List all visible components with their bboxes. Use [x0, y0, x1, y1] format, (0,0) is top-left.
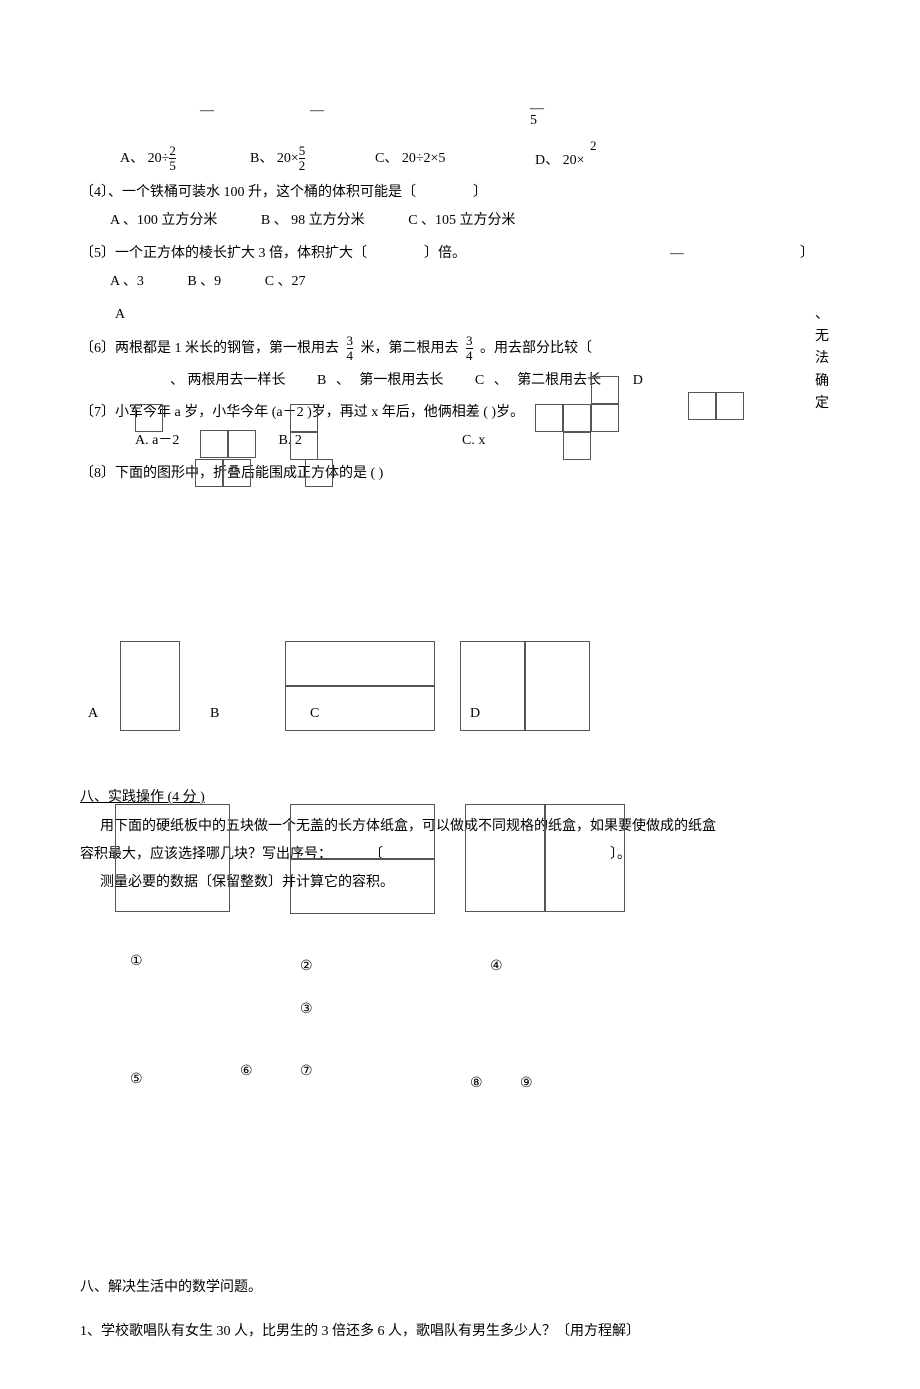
q6-o3: 第二根用去长 — [517, 373, 601, 388]
q3-d-top: 2 — [590, 136, 597, 157]
q3-opt-b-pre: 20× — [277, 151, 299, 166]
q5-tail: 〕倍。 — [424, 246, 466, 261]
q7-net3-c1 — [290, 404, 318, 432]
q6-d-label: D — [633, 373, 643, 388]
board-2: ② — [300, 956, 313, 978]
sec8-title: 八、解决生活中的数学问题。 — [80, 1277, 840, 1299]
q4-tail: 〕 — [473, 185, 487, 200]
board-5: ⑤ — [130, 1069, 143, 1091]
q4-opt-a: A 、100 立方分米 — [110, 210, 217, 232]
q5-opt-b: B 、9 — [187, 271, 221, 293]
q6-d2: 4 — [466, 348, 473, 363]
q5-stem: 〔5〕一个正方体的棱长扩大 3 倍，体积扩大〔 — [80, 246, 367, 261]
board-8: ⑧ — [470, 1073, 483, 1095]
q3-a-den: 5 — [169, 158, 176, 173]
q7-net4-c5 — [591, 376, 619, 404]
q7-net4-c4 — [563, 432, 591, 460]
dash-mark-2: — — [310, 100, 324, 122]
cb-box-1 — [115, 804, 230, 912]
q4-opt-b: B 、 98 立方分米 — [261, 210, 365, 232]
shape-b-label: B — [210, 703, 219, 725]
q6-n1: 3 — [347, 334, 354, 348]
board-9: ⑨ — [520, 1073, 533, 1095]
boards-row-1: ① ② ③ ④ — [100, 951, 840, 1021]
q6-tail: 。用去部分比较〔 — [480, 341, 592, 356]
q7-net2-c2 — [228, 430, 256, 458]
q3-opt-d-label: D、 — [535, 153, 559, 168]
q7-net4-c3 — [591, 404, 619, 432]
q3-b-den: 2 — [299, 158, 306, 173]
shape-a — [120, 641, 180, 731]
q5-opt-c: C 、27 — [265, 271, 306, 293]
shape-d-label: D — [470, 703, 480, 725]
q5-dash: — — [670, 243, 684, 265]
q7-net1-cell — [135, 404, 163, 432]
q7-net5-c1 — [688, 392, 716, 420]
q6-sep1: 、 — [170, 373, 184, 388]
board-1: ① — [130, 951, 143, 973]
shape-d2 — [525, 641, 590, 731]
q3-opt-c-expr: 20÷2×5 — [402, 151, 446, 166]
cb-box-2a — [290, 804, 435, 859]
dash-mark-1: — — [200, 100, 214, 122]
cb-box-2b — [290, 859, 435, 914]
board-4: ④ — [490, 956, 503, 978]
q6-mid: 米，第二根用去 — [361, 341, 459, 356]
q6-o1: 两根用去一样长 — [188, 373, 286, 388]
q3-opt-a-pre: 20÷ — [148, 151, 170, 166]
cb-box-3a — [465, 804, 545, 912]
q4-opt-c: C 、105 立方分米 — [408, 210, 515, 232]
q3-opt-a-label: A、 — [120, 151, 144, 166]
q6-sep3: 、 — [494, 373, 508, 388]
shape-a-label: A — [88, 703, 98, 725]
q8-shapes: A B C D — [80, 641, 840, 771]
q7-net4-c1 — [535, 404, 563, 432]
sec8-q1: 1、学校歌唱队有女生 30 人，比男生的 3 倍还多 6 人，歌唱队有男生多少人… — [80, 1321, 840, 1343]
board-6: ⑥ — [240, 1061, 253, 1083]
cb-box-3b — [545, 804, 625, 912]
q8-over-c1 — [195, 459, 223, 487]
q6-n2: 3 — [466, 334, 473, 348]
q6-d1: 4 — [347, 348, 354, 363]
q5-opt-a: A 、3 — [110, 271, 144, 293]
q6-b-label: B — [317, 373, 326, 388]
shape-c-label: C — [310, 703, 319, 725]
q7-net3-c2 — [290, 432, 318, 460]
q5-rbracket: 〕 — [800, 243, 814, 265]
q6-c-label: C — [475, 373, 484, 388]
q7-net5-c2 — [716, 392, 744, 420]
q8-over-c2 — [223, 459, 251, 487]
q6-o2: 第一根用去长 — [359, 373, 443, 388]
lone-5: 5 — [530, 110, 537, 132]
q7-net2-c1 — [200, 430, 228, 458]
q5-a-line: A — [115, 307, 125, 322]
q3-a-num: 2 — [169, 144, 176, 158]
board-3: ③ — [300, 999, 313, 1021]
q5-opt-d-note: 、无法确定 — [815, 304, 840, 416]
shape-c-top — [285, 641, 435, 686]
q3-opt-c-label: C、 — [375, 151, 398, 166]
q4-stem: 〔4〕、一个铁桶可装水 100 升，这个桶的体积可能是〔 — [80, 185, 416, 200]
board-7: ⑦ — [300, 1061, 313, 1083]
q6-sep2: 、 — [336, 373, 350, 388]
q3-opt-b-label: B、 — [250, 151, 273, 166]
q3-b-num: 5 — [299, 144, 306, 158]
boards-row-2: ⑤ ⑥ ⑦ ⑧ ⑨ — [100, 1051, 840, 1121]
q6-stem-a: 〔6〕两根都是 1 米长的钢管，第一根用去 — [80, 341, 339, 356]
q3-opt-d-expr: 20× — [563, 153, 585, 168]
q7-opt-c: C. x — [462, 430, 485, 452]
q8-over-c3 — [305, 459, 333, 487]
q7-net4-c2 — [563, 404, 591, 432]
shape-c-bot — [285, 686, 435, 731]
